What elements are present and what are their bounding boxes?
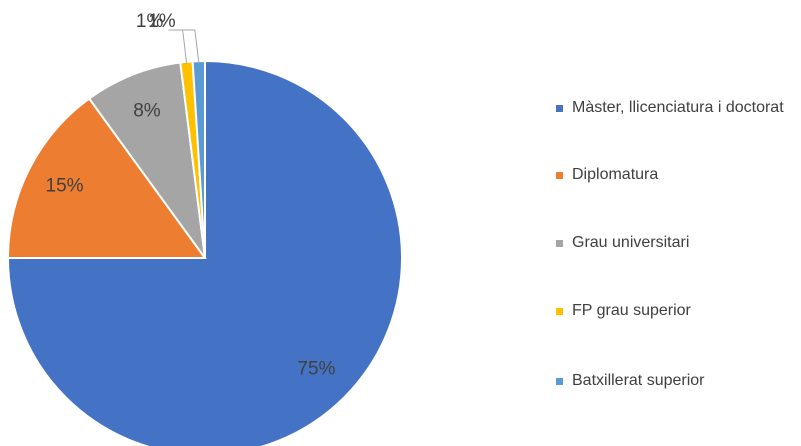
data-label: 75% (297, 358, 335, 379)
legend-label: Batxillerat superior (572, 372, 705, 389)
legend-swatch (556, 105, 563, 112)
data-label: 1% (148, 11, 176, 32)
legend-label: FP grau superior (572, 302, 691, 319)
pie-slice (6, 59, 403, 446)
data-label: 8% (133, 100, 161, 121)
legend-label: Diplomatura (572, 166, 659, 183)
data-label: 1% (136, 11, 164, 32)
pie-slice (6, 97, 207, 259)
legend-label: Grau universitari (572, 234, 690, 251)
pie-slice (87, 61, 206, 259)
data-label: 15% (46, 175, 84, 196)
legend-label: Màster, llicenciatura i doctorat (572, 99, 784, 116)
legend-swatch (556, 240, 563, 247)
legend-swatch (556, 172, 563, 179)
legend-swatch (556, 378, 563, 385)
leader-line (168, 29, 188, 64)
leader-line (180, 29, 200, 64)
legend-swatch (556, 308, 563, 315)
